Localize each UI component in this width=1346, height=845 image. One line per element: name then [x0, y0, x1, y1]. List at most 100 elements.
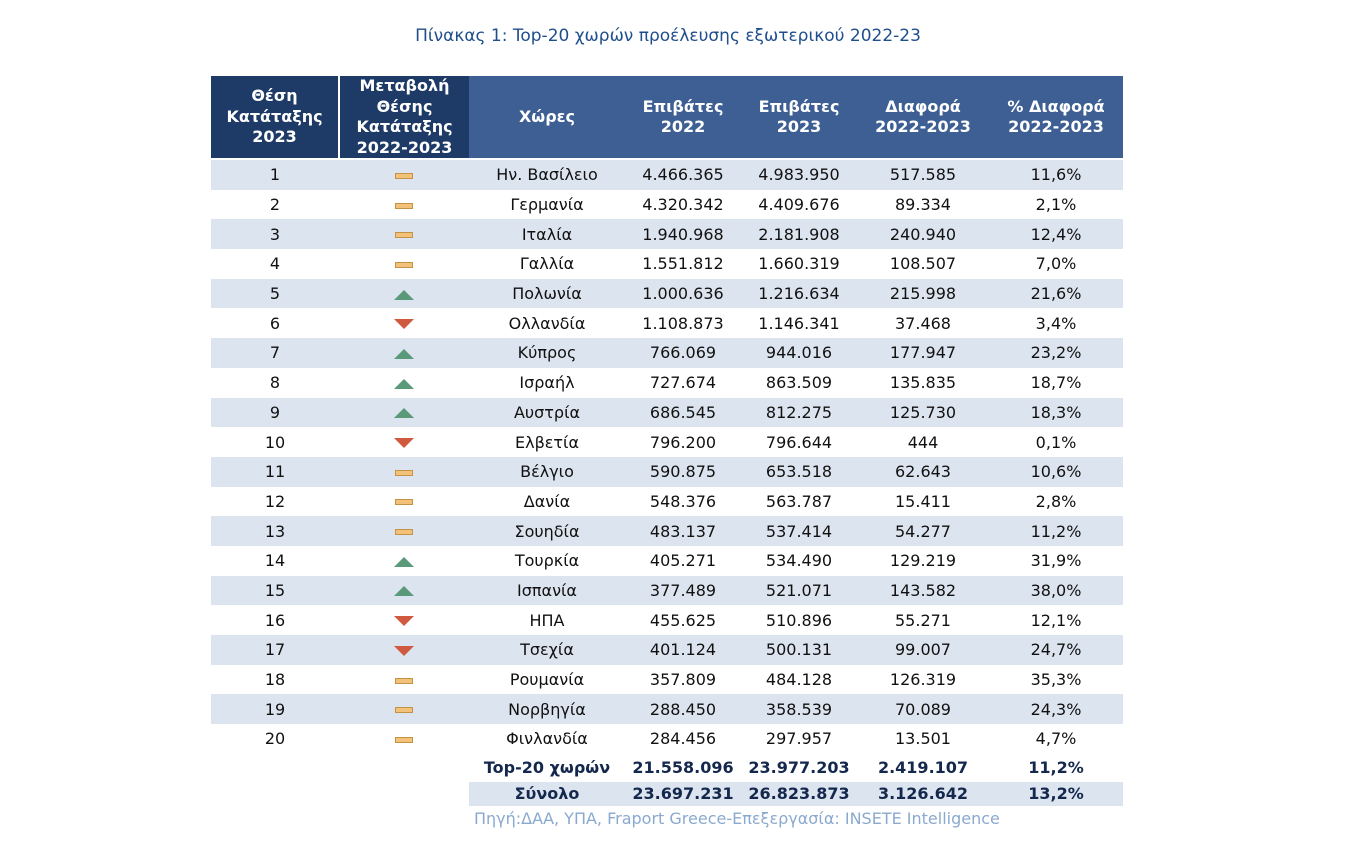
difference-cell: 517.585 — [857, 158, 989, 190]
rank-cell: 6 — [269, 313, 281, 333]
rank-change-cell — [339, 158, 469, 190]
table-row: 11 Βέλγιο 590.875 653.518 62.643 10,6% — [211, 456, 1123, 487]
table-row: 2 Γερμανία 4.320.342 4.409.676 89.334 2,1% — [211, 190, 1123, 220]
rank-change-cell — [339, 635, 469, 665]
passengers-2023-cell: 1.216.634 — [741, 278, 857, 309]
header-country: Χώρες — [469, 76, 625, 159]
table-row: 1 Ην. Βασίλειο 4.466.365 4.983.950 517.585 11… — [211, 158, 1123, 190]
rank-cell: 17 — [211, 635, 339, 665]
rank-unchanged-icon — [395, 202, 413, 209]
country-cell: Τσεχία — [469, 635, 625, 665]
table-row: 14 Τουρκία 405.271 534.490 129.219 31,9% — [211, 546, 1123, 576]
table-row: 17 Τσεχία 401.124 500.131 99.007 24,7% — [211, 635, 1123, 665]
percent-difference-cell: 3,4% — [1035, 313, 1077, 333]
passengers-2022-cell: 1.000.636 — [625, 278, 741, 309]
difference-cell: 215.998 — [857, 278, 989, 309]
passengers-2023-cell: 796.644 — [765, 432, 833, 452]
rank-cell: 13 — [211, 516, 339, 546]
rank-cell: 8 — [269, 373, 281, 393]
percent-difference-cell: 7,0% — [1035, 254, 1077, 274]
rank-cell: 19 — [211, 694, 339, 725]
passengers-2022-cell: 357.809 — [649, 670, 717, 690]
rank-unchanged-icon — [395, 677, 413, 684]
rank-cell: 12 — [264, 491, 286, 511]
table-row: 7 Κύπρος 766.069 944.016 177.947 23,2% — [211, 338, 1123, 368]
passengers-2022-cell: 766.069 — [625, 338, 741, 368]
rank-down-icon — [394, 645, 414, 656]
difference-cell: 126.319 — [889, 670, 957, 690]
header-rank-change: Μεταβολή Θέσης Κατάταξης 2022-2023 — [339, 76, 469, 159]
passengers-2023-cell: 4.983.950 — [741, 158, 857, 190]
table-row: 19 Νορβηγία 288.450 358.539 70.089 24,3% — [211, 694, 1123, 725]
passengers-2023-cell: 2.181.908 — [741, 219, 857, 250]
rank-cell: 1 — [211, 158, 339, 190]
rank-unchanged-icon — [395, 529, 413, 536]
percent-difference-cell: 24,7% — [989, 635, 1123, 665]
passengers-2022-cell: 4.466.365 — [625, 158, 741, 190]
rank-unchanged-icon — [395, 736, 413, 743]
table-row: 6 Ολλανδία 1.108.873 1.146.341 37.468 3,4% — [211, 308, 1123, 338]
percent-difference-cell: 2,1% — [1035, 195, 1077, 215]
rank-change-cell — [339, 278, 469, 309]
difference-cell: 240.940 — [857, 219, 989, 250]
difference-cell: 55.271 — [895, 610, 951, 630]
rank-change-cell — [339, 308, 469, 338]
passengers-2022-cell: 4.320.342 — [642, 195, 724, 215]
passengers-2022-cell: 727.674 — [649, 373, 717, 393]
passengers-2023-cell: 534.490 — [765, 551, 833, 571]
country-cell: Ισραήλ — [519, 373, 575, 393]
rank-cell: 16 — [264, 610, 286, 630]
difference-cell: 89.334 — [895, 195, 951, 215]
difference-cell: 444 — [907, 432, 939, 452]
passengers-2022-cell: 686.545 — [625, 397, 741, 428]
rank-change-cell — [339, 724, 469, 754]
passengers-table: Θέση Κατάταξης 2023 Μεταβολή Θέσης Κατάταξης… — [211, 76, 1123, 806]
total-passengers-2023: 26.823.873 — [741, 781, 857, 806]
header-row: Θέση Κατάταξης 2023 Μεταβολή Θέσης Κατάταξης… — [211, 76, 1123, 159]
difference-cell: 143.582 — [857, 575, 989, 606]
country-cell: Νορβηγία — [469, 694, 625, 725]
rank-cell: 3 — [211, 219, 339, 250]
rank-change-cell — [339, 249, 469, 279]
difference-cell: 13.501 — [895, 729, 951, 749]
passengers-2022-cell: 796.200 — [649, 432, 717, 452]
country-cell: Φινλανδία — [506, 729, 588, 749]
difference-cell: 37.468 — [895, 313, 951, 333]
top20-difference: 2.419.107 — [877, 758, 969, 778]
rank-up-icon — [394, 586, 414, 597]
rank-change-cell — [339, 338, 469, 368]
country-cell: Κύπρος — [469, 338, 625, 368]
rank-up-icon — [394, 408, 414, 419]
percent-difference-cell: 12,4% — [989, 219, 1123, 250]
percent-difference-cell: 18,7% — [1030, 373, 1082, 393]
rank-change-cell — [339, 516, 469, 546]
rank-down-icon — [394, 319, 414, 330]
difference-cell: 125.730 — [857, 397, 989, 428]
difference-cell: 108.507 — [889, 254, 957, 274]
rank-unchanged-icon — [395, 707, 413, 714]
table-row: 8 Ισραήλ 727.674 863.509 135.835 18,7% — [211, 368, 1123, 398]
country-cell: Σουηδία — [469, 516, 625, 546]
country-cell: Βέλγιο — [469, 456, 625, 487]
rank-cell: 11 — [211, 456, 339, 487]
rank-cell: 18 — [264, 670, 286, 690]
table-row: 15 Ισπανία 377.489 521.071 143.582 38,0% — [211, 575, 1123, 606]
table-row: 3 Ιταλία 1.940.968 2.181.908 240.940 12,4% — [211, 219, 1123, 250]
total-label: Σύνολο — [469, 781, 625, 806]
percent-difference-cell: 21,6% — [989, 278, 1123, 309]
rank-unchanged-icon — [395, 469, 413, 476]
rank-change-cell — [339, 190, 469, 220]
header-passengers-2023: Επιβάτες 2023 — [741, 76, 857, 159]
header-difference: Διαφορά 2022-2023 — [857, 76, 989, 159]
percent-difference-cell: 0,1% — [1035, 432, 1077, 452]
top20-row: Top-20 χωρών 21.558.096 23.977.203 2.419… — [211, 754, 1123, 782]
rank-cell: 9 — [211, 397, 339, 428]
rank-cell: 14 — [264, 551, 286, 571]
passengers-2023-cell: 1.660.319 — [758, 254, 840, 274]
country-cell: Ολλανδία — [508, 313, 586, 333]
header-percent-difference: % Διαφορά 2022-2023 — [989, 76, 1123, 159]
passengers-2022-cell: 288.450 — [625, 694, 741, 725]
country-cell: Ην. Βασίλειο — [469, 158, 625, 190]
country-cell: Ισπανία — [469, 575, 625, 606]
difference-cell: 129.219 — [889, 551, 957, 571]
